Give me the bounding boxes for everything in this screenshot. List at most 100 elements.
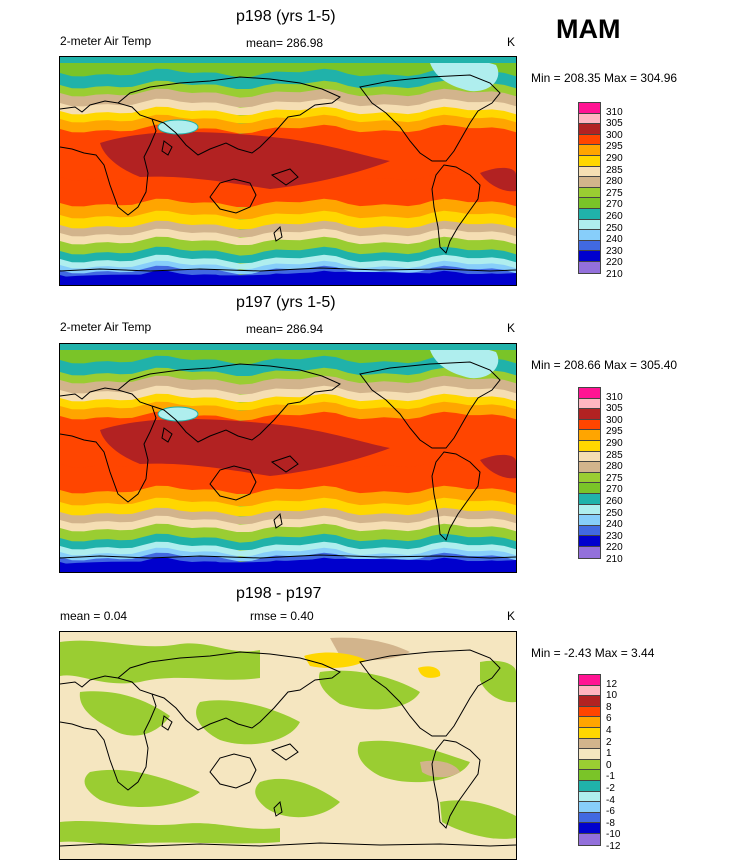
colorbar-swatch <box>579 219 600 231</box>
panel2-title: p197 (yrs 1-5) <box>236 294 336 311</box>
colorbar-tick-label: 2 <box>606 736 612 748</box>
colorbar-swatch <box>579 812 600 824</box>
panel3-map <box>59 631 517 860</box>
colorbar-tick-label: 1 <box>606 748 612 760</box>
colorbar-swatch <box>579 546 600 558</box>
colorbar-tick-label: 280 <box>606 461 623 473</box>
colorbar-tick-label: -4 <box>606 794 615 806</box>
warm-anomaly-region <box>304 652 366 668</box>
colorbar-tick-label: -6 <box>606 806 615 818</box>
warm-anomaly-region <box>418 666 441 678</box>
coastline-group <box>60 74 516 272</box>
coastline <box>60 554 516 559</box>
colorbar-tick-label: 230 <box>606 245 623 257</box>
colorbar-swatch <box>579 749 600 760</box>
colorbar-tick-label: 275 <box>606 472 623 484</box>
colorbar-tick-label: 240 <box>606 234 623 246</box>
panel3-title: p198 - p197 <box>236 585 322 602</box>
colorbar-swatch <box>579 515 600 526</box>
colorbar-swatch <box>579 177 600 188</box>
warm-pool-region <box>100 419 390 476</box>
colorbar-swatch <box>579 409 600 420</box>
antarctic-cold-region <box>60 558 516 572</box>
colorbar-swatch <box>579 240 600 252</box>
colorbar-tick-label: 230 <box>606 530 623 542</box>
panel1-map-svg <box>60 57 516 285</box>
colorbar-swatch <box>579 230 600 241</box>
coastline <box>270 743 299 761</box>
warm-pool-region <box>480 454 516 479</box>
colorbar-tick-label: 285 <box>606 164 623 176</box>
coastline <box>60 100 157 216</box>
negative-difference-region <box>480 660 516 703</box>
panel2-units: K <box>507 321 516 335</box>
colorbar-tick-label: 305 <box>606 403 623 415</box>
coastline <box>209 465 257 501</box>
colorbar-tick-label: 260 <box>606 496 623 507</box>
colorbar-swatch <box>579 388 600 399</box>
colorbar-tick-label: 250 <box>606 222 623 234</box>
tibet-cold-region <box>157 406 199 422</box>
coastline <box>209 178 257 214</box>
colorbar-tick-label: 8 <box>606 701 612 713</box>
tibet-cold-region <box>157 119 199 135</box>
panel1-colorbar <box>578 102 601 274</box>
colorbar-tick-label: -12 <box>606 841 621 852</box>
colorbar-tick-label: 250 <box>606 507 623 519</box>
coastline <box>209 753 257 789</box>
panel1-units: K <box>507 35 516 49</box>
colorbar-swatch <box>579 451 600 463</box>
colorbar-tick-label: 300 <box>606 129 623 141</box>
colorbar-swatch <box>579 124 600 135</box>
panel3-minmax: Min = -2.43 Max = 3.44 <box>531 646 655 660</box>
colorbar-swatch <box>579 780 600 792</box>
colorbar-tick-label: -2 <box>606 783 615 794</box>
colorbar-tick-label: 270 <box>606 484 623 496</box>
panel2-variable: 2-meter Air Temp <box>60 320 152 334</box>
colorbar-swatch <box>579 791 600 803</box>
colorbar-tick-label: 0 <box>606 759 612 771</box>
coastline-group <box>60 361 516 559</box>
colorbar-tick-label: 12 <box>606 678 618 690</box>
colorbar-tick-label: 290 <box>606 153 623 164</box>
negative-difference-region <box>60 640 260 684</box>
colorbar-swatch <box>579 187 600 199</box>
coastline <box>117 363 341 443</box>
colorbar-swatch <box>579 462 600 473</box>
panel3-colorbar <box>578 674 601 846</box>
colorbar-swatch <box>579 430 600 441</box>
colorbar-swatch <box>579 685 600 697</box>
colorbar-tick-label: 10 <box>606 690 618 702</box>
colorbar-swatch <box>579 770 600 781</box>
negative-difference-region <box>196 700 300 745</box>
panel2-map-svg <box>60 344 516 572</box>
colorbar-tick-label: 295 <box>606 141 623 153</box>
colorbar-swatch <box>579 525 600 537</box>
colorbar-tick-label: 210 <box>606 554 623 565</box>
colorbar-swatch <box>579 536 600 547</box>
coastline <box>270 168 299 186</box>
panel3-map-svg <box>60 632 516 859</box>
colorbar-tick-label: 290 <box>606 438 623 449</box>
panel2-minmax: Min = 208.66 Max = 305.40 <box>531 358 678 372</box>
coastline <box>431 451 481 541</box>
coastline <box>161 140 173 156</box>
colorbar-tick-label: -8 <box>606 817 615 829</box>
panel1-title: p198 (yrs 1-5) <box>236 8 336 25</box>
coastline <box>273 800 283 817</box>
positive-difference-region <box>330 637 410 661</box>
colorbar-tick-label: 310 <box>606 106 623 118</box>
colorbar-tick-label: 260 <box>606 211 623 222</box>
temperature-band <box>60 172 516 207</box>
colorbar-swatch <box>579 504 600 516</box>
arctic-band <box>60 57 516 63</box>
coastline <box>60 842 516 847</box>
coastline <box>431 739 481 829</box>
colorbar-swatch <box>579 706 600 718</box>
panel1-variable: 2-meter Air Temp <box>60 34 152 48</box>
panel3-rmse: rmse = 0.40 <box>250 609 314 623</box>
panel3-mean: mean = 0.04 <box>60 609 128 623</box>
coastline <box>273 512 283 529</box>
panel2-mean: mean= 286.94 <box>246 322 324 336</box>
colorbar-swatch <box>579 198 600 209</box>
